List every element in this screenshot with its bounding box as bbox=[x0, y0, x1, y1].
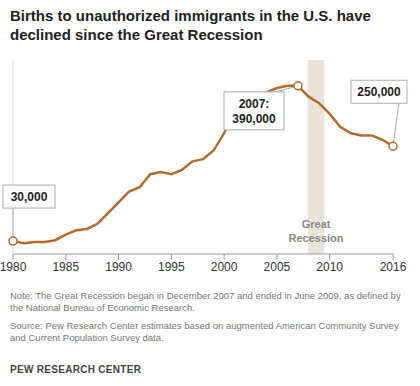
svg-text:2000: 2000 bbox=[211, 260, 238, 274]
html-text:PEW RESEARCH CENTER: PEW RESEARCH CENTER bbox=[10, 364, 142, 375]
svg-text:1980: 1980 bbox=[8, 260, 27, 274]
svg-text:1990: 1990 bbox=[105, 260, 132, 274]
svg-text:390,000: 390,000 bbox=[232, 112, 276, 126]
svg-text:2016: 2016 bbox=[380, 260, 407, 274]
svg-text:30,000: 30,000 bbox=[11, 190, 48, 204]
svg-text:1995: 1995 bbox=[158, 260, 185, 274]
html-text:Births to unauthorized immigra: Births to unauthorized immigrants in the… bbox=[10, 7, 371, 43]
html-text:Note: The Great Recession bega: Note: The Great Recession began in Decem… bbox=[10, 290, 401, 313]
svg-text:1985: 1985 bbox=[52, 260, 79, 274]
svg-text:GreatRecession: GreatRecession bbox=[289, 218, 344, 244]
svg-text:250,000: 250,000 bbox=[357, 85, 401, 99]
svg-text:2005: 2005 bbox=[264, 260, 291, 274]
svg-text:2007:: 2007: bbox=[239, 97, 270, 111]
html-text:Source: Pew Research Center es: Source: Pew Research Center estimates ba… bbox=[10, 320, 399, 343]
svg-text:2010: 2010 bbox=[316, 260, 343, 274]
